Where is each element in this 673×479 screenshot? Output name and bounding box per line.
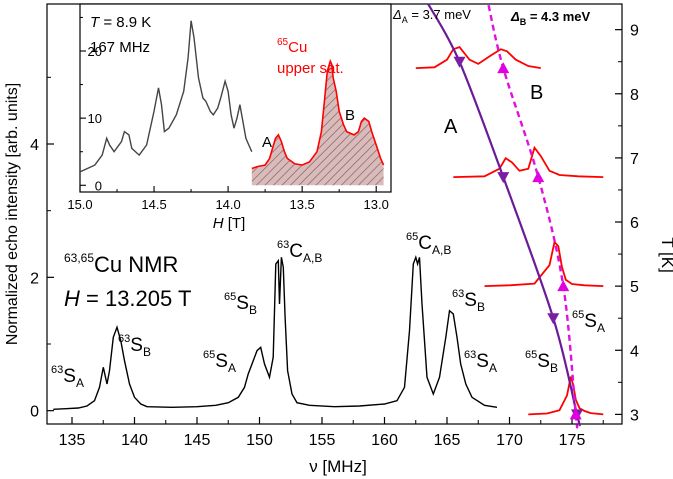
inset-x-tick-label: 15.0	[67, 197, 92, 212]
fit-B-marker	[497, 62, 510, 74]
main-x-tick-label: 145	[184, 432, 211, 449]
main-x-tick-label: 150	[246, 432, 273, 449]
inset-x-tick-label: 13.5	[289, 197, 314, 212]
main-x-label: ν [MHz]	[309, 457, 367, 476]
temperature-tick-label: 6	[630, 215, 639, 232]
fit-B-marker	[557, 280, 570, 292]
peak-label-63CAB: 63CA,B	[277, 239, 322, 265]
inset-x-tick-label: 14.5	[141, 197, 166, 212]
peak-label-65SB-right: 65SB	[525, 349, 558, 375]
inset-y-axis: 0 10 20	[80, 16, 102, 193]
fit-B-marker	[532, 171, 545, 183]
peak-label-63SB-left: 63SB	[118, 333, 151, 359]
fit-B-series-label: B	[530, 82, 543, 104]
inset-x-tick-label: 14.0	[215, 197, 240, 212]
temperature-tick-label: 4	[630, 343, 639, 360]
fit-B-marker	[569, 408, 582, 420]
inset-peak-label-B: B	[345, 107, 355, 124]
main-x-tick-label: 135	[59, 432, 86, 449]
main-y-tick-label: 4	[30, 137, 39, 154]
inset-red-line	[251, 58, 385, 170]
inset-peak-label-A: A	[262, 134, 272, 151]
main-x-axis: 135 140 145 150 155 160 165 170 175	[59, 417, 604, 449]
title-annotation: 63,65Cu NMR	[64, 251, 178, 277]
inset-plot: 15.0 14.5 14.0 13.5 13.0 0 10 20 H [T] T = 8.9…	[67, 3, 392, 232]
inset-legend-temperature: T = 8.9 K	[90, 14, 151, 31]
main-x-tick-label: 165	[434, 432, 461, 449]
fit-A-marker	[547, 313, 560, 325]
inset-y-tick-label: 10	[88, 111, 102, 126]
inset-x-axis: 15.0 14.5 14.0 13.5 13.0	[67, 186, 389, 212]
inset-x-label: H [T]	[213, 215, 246, 232]
main-y-label: Normalized echo intensity [arb. units]	[4, 83, 21, 345]
peak-label-65SA-left: 65SA	[203, 349, 236, 375]
temperature-tick-label: 8	[630, 87, 639, 104]
inset-legend-isotope: 65Cu	[277, 37, 307, 56]
temperature-tick-label: 7	[630, 151, 639, 168]
main-y-tick-label: 0	[30, 404, 39, 421]
main-y-tick-label: 2	[30, 270, 39, 287]
fit-A-gap-label: ΔA = 3.7 meV	[392, 7, 471, 25]
main-spectrum	[53, 255, 498, 410]
main-x-tick-label: 160	[371, 432, 398, 449]
temperature-tick-label: 3	[630, 407, 639, 424]
inset-legend-frequency: 167 MHz	[90, 39, 150, 56]
peak-label-63SA-right: 63SA	[464, 349, 497, 375]
temperature-spectrum-line	[415, 46, 541, 69]
temperature-spectrum-line	[484, 240, 604, 287]
peak-label-65SA-right: 65SA	[572, 309, 605, 335]
temperature-axis: 3 4 5 6 7 8 9	[615, 23, 639, 424]
main-x-tick-label: 175	[559, 432, 586, 449]
inset-spectrum	[79, 20, 385, 186]
main-y-axis: 0 2 4	[30, 76, 54, 421]
main-x-tick-label: 155	[309, 432, 336, 449]
fit-A-series-label: A	[444, 116, 458, 138]
fit-B-gap-label: ΔB = 4.3 meV	[510, 9, 591, 27]
shift-fits	[427, 3, 583, 429]
field-annotation: H = 13.205 T	[64, 286, 191, 311]
inset-legend-upper-sat: upper sat.	[277, 60, 344, 77]
inset-y-tick-label: 0	[95, 178, 102, 193]
inset-y-tick-label: 20	[88, 44, 102, 59]
main-plot: 135 140 145 150 155 160 165 170 175 024 3456789 …	[4, 3, 673, 476]
peak-label-65SB-left: 65SB	[224, 291, 257, 317]
peak-label-63SA-left: 63SA	[51, 364, 84, 390]
temperature-spectra	[415, 46, 604, 416]
main-x-tick-label: 170	[496, 432, 523, 449]
temperature-axis-label: T [K]	[658, 237, 673, 273]
temperature-tick-label: 5	[630, 279, 639, 296]
main-spectrum-line	[53, 255, 498, 410]
temperature-spectrum-line	[453, 145, 604, 178]
inset-x-tick-label: 13.0	[364, 197, 389, 212]
fit-A-marker	[497, 172, 510, 184]
temperature-spectrum-line	[528, 376, 604, 416]
temperature-tick-label: 9	[630, 23, 639, 40]
peak-label-63SB-right: 63SB	[452, 288, 485, 314]
peak-label-65CAB: 65CA,B	[406, 231, 451, 257]
fit-A-marker	[453, 56, 466, 68]
main-x-tick-label: 140	[121, 432, 148, 449]
inset-black-line	[79, 20, 253, 173]
